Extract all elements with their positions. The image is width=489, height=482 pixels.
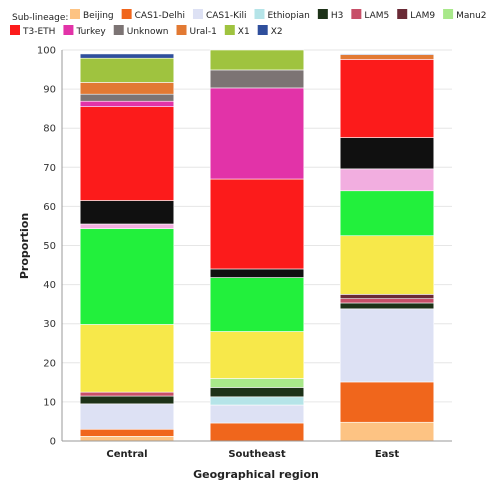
bar-segment-east-not-defined — [339, 235, 435, 295]
y-tick-label: 50 — [43, 241, 56, 252]
legend-label-h3: H3 — [331, 11, 344, 21]
x-axis: Central Southeast East — [62, 440, 452, 460]
legend-title: Sub-lineage: — [12, 13, 68, 23]
bar-segment-east-t3-eth — [339, 59, 435, 138]
bar-segment-central-cas1-delhi — [79, 428, 175, 437]
legend-swatch-h3 — [317, 9, 328, 19]
bar-segment-southeast-not-defined — [209, 331, 305, 379]
bar-segment-east-beijing — [339, 421, 435, 442]
y-axis-title: Proportion — [18, 213, 31, 279]
legend-label-cas1-delhi: CAS1-Delhi — [135, 11, 185, 21]
bar-segment-southeast-manu2 — [209, 378, 305, 388]
legend-swatch-cas1-delhi — [121, 9, 132, 19]
bar-segment-central-ural-1 — [79, 82, 175, 95]
bar-segment-central-not-defined — [79, 324, 175, 393]
legend-swatch-beijing — [70, 9, 80, 19]
legend-label-ural-1: Ural-1 — [190, 27, 217, 37]
bar-segment-east-lam9 — [339, 294, 435, 299]
bar-segment-central-cas1-kili — [79, 403, 175, 430]
legend-label-ethiopian: Ethiopian — [267, 11, 309, 21]
legend-label-unknown: Unknown — [127, 27, 169, 37]
bar-segment-southeast-t3-eth — [209, 178, 305, 270]
x-axis-title: Geographical region — [193, 468, 319, 481]
legend-label-beijing: Beijing — [83, 11, 114, 21]
y-tick-label: 40 — [43, 280, 56, 291]
y-tick-label: 100 — [37, 46, 56, 57]
legend-swatch-manu2 — [443, 9, 454, 19]
y-tick-label: 30 — [43, 319, 56, 330]
bar-segment-east-cas1-delhi — [339, 381, 435, 423]
bar-segment-central-t3-eth — [79, 106, 175, 201]
y-tick-label: 90 — [43, 85, 56, 96]
legend-label-x1: X1 — [238, 27, 250, 37]
bar-segment-southeast-t1 — [209, 277, 305, 332]
legend-swatch-lam5 — [351, 9, 362, 19]
legend-label-lam5: LAM5 — [364, 11, 389, 21]
legend-swatch-x2 — [257, 25, 268, 35]
bars — [79, 49, 435, 442]
legend: Sub-lineage: Beijing CAS1-Delhi CAS1-Kili E… — [10, 9, 487, 37]
bar-segment-southeast-turkey — [209, 87, 305, 180]
bar-segment-east-t1 — [339, 190, 435, 237]
legend-label-x2: X2 — [271, 27, 283, 37]
bar-segment-southeast-x1 — [209, 49, 305, 71]
y-tick-label: 20 — [43, 358, 56, 369]
bar-segment-southeast-unknown — [209, 69, 305, 89]
bar-segment-east-t3 — [339, 137, 435, 170]
x-tick-label-east: East — [375, 449, 400, 460]
bar-segment-central-turkey — [79, 100, 175, 107]
bar-segment-central-x1 — [79, 57, 175, 83]
bar-segment-southeast-t3 — [209, 268, 305, 278]
bar-segment-central-h3 — [79, 395, 175, 405]
y-axis: 0 10 20 30 40 50 60 70 80 90 100 — [37, 46, 63, 448]
legend-swatch-lam9 — [397, 9, 408, 19]
bar-segment-southeast-ethiopian — [209, 396, 305, 406]
y-tick-label: 60 — [43, 202, 56, 213]
legend-label-turkey: Turkey — [75, 27, 106, 37]
y-tick-label: 10 — [43, 397, 56, 408]
legend-swatch-unknown — [113, 25, 124, 35]
bar-segment-central-unknown — [79, 93, 175, 102]
x-tick-label-southeast: Southeast — [228, 449, 286, 460]
legend-swatch-turkey — [63, 25, 74, 35]
legend-swatch-cas1-kili — [192, 9, 203, 19]
y-tick-label: 80 — [43, 124, 56, 135]
bar-segment-southeast-h3 — [209, 387, 305, 398]
bar-segment-central-t3 — [79, 200, 175, 225]
bar-segment-central-beijing — [79, 436, 175, 442]
legend-swatch-ural-1 — [176, 25, 187, 35]
bar-segment-east-lam5 — [339, 298, 435, 304]
legend-label-cas1-kili: CAS1-Kili — [206, 11, 247, 21]
y-tick-label: 70 — [43, 163, 56, 174]
legend-swatch-x1 — [224, 25, 235, 35]
x-tick-label-central: Central — [106, 449, 147, 460]
bar-segment-east-ural-1 — [339, 54, 435, 60]
legend-label-manu2: Manu2 — [456, 11, 486, 21]
bar-segment-east-x2 — [339, 53, 435, 55]
legend-swatch-t3-eth — [10, 25, 20, 35]
legend-swatch-ethiopian — [254, 9, 265, 19]
bar-segment-central-lam5 — [79, 391, 175, 397]
y-tick-label: 0 — [50, 437, 56, 448]
legend-label-t3-eth: T3-ETH — [22, 27, 55, 37]
bar-segment-southeast-cas1-kili — [209, 404, 305, 424]
bar-segment-east-cas1-kili — [339, 308, 435, 383]
bar-segment-central-t2 — [79, 223, 175, 229]
legend-label-lam9: LAM9 — [410, 11, 435, 21]
bar-segment-southeast-cas1-delhi — [209, 422, 305, 442]
bar-segment-east-t2 — [339, 168, 435, 192]
bar-segment-central-x2 — [79, 53, 175, 59]
bar-segment-central-t1 — [79, 228, 175, 325]
bar-segment-east-h3 — [339, 302, 435, 310]
